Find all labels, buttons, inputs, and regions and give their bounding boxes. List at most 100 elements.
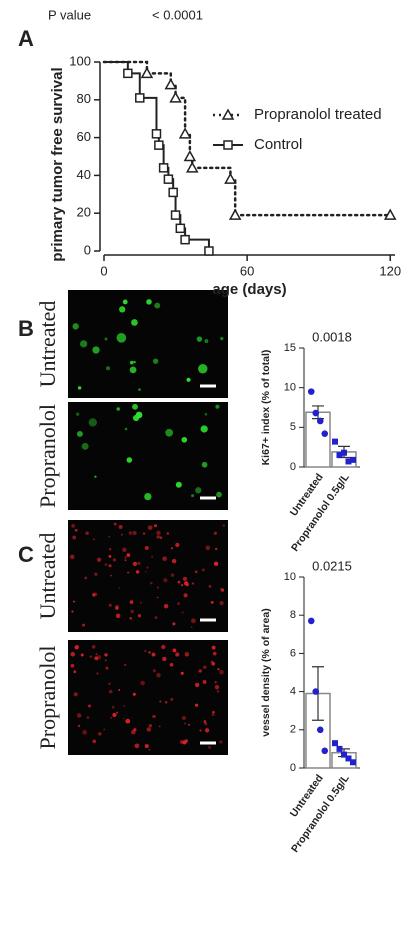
micrograph-spot [73, 692, 78, 697]
micrograph-spot [158, 725, 161, 728]
micrograph-spot [170, 573, 175, 577]
micrograph-spot [183, 593, 188, 598]
micrograph-spot [186, 377, 191, 382]
legend-marker [221, 108, 235, 120]
micrograph [68, 290, 228, 398]
micrograph-spot [130, 609, 135, 614]
micrograph-spot [132, 561, 138, 567]
panel-label: A [18, 26, 34, 51]
micrograph-spot [154, 302, 161, 309]
micrograph-spot [181, 715, 186, 721]
y-tick-label: 80 [77, 91, 91, 106]
micrograph-spot [175, 542, 180, 547]
micrograph-spot [110, 716, 113, 719]
micrograph-spot [180, 671, 184, 675]
micrograph-spot [108, 603, 112, 607]
micrograph-spot [81, 442, 89, 450]
micrograph-spot [198, 364, 208, 374]
micrograph-spot [124, 559, 127, 561]
micrograph-spot [182, 576, 188, 581]
micrograph-spot [181, 584, 184, 587]
p-value-label: P value [48, 7, 91, 22]
micrograph-spot [71, 610, 74, 613]
micrograph-spot [139, 601, 142, 604]
micrograph-spot [216, 690, 220, 693]
micrograph-spot [120, 533, 123, 536]
image-label: Untreated [35, 301, 60, 388]
survival-marker [154, 140, 164, 150]
micrograph-spot [124, 427, 128, 431]
micrograph-spot [216, 491, 222, 498]
micrograph-spot [138, 388, 142, 392]
survival-marker [163, 174, 174, 184]
micrograph-spot [69, 554, 75, 560]
micrograph-spot [177, 580, 181, 584]
micrograph-spot [116, 407, 120, 411]
survival-marker [383, 208, 397, 220]
micrograph-spot [144, 649, 147, 653]
micrograph-spot [126, 457, 133, 463]
micrograph-spot [76, 430, 83, 437]
micrograph-spot [122, 547, 127, 553]
micrograph-spot [94, 475, 97, 478]
micrograph-spot [159, 536, 163, 539]
micrograph-spot [131, 319, 138, 326]
survival-step [174, 96, 187, 136]
micrograph-spot [148, 748, 151, 751]
micrograph-spot [126, 553, 131, 557]
micrograph-spot [103, 728, 106, 731]
data-point [350, 759, 356, 766]
micrograph-spot [200, 425, 208, 433]
micrograph-spot [140, 680, 145, 686]
micrograph-spot [80, 653, 84, 657]
micrograph-spot [144, 744, 149, 749]
micrograph-spot [119, 306, 126, 313]
data-point [336, 452, 343, 459]
micrograph-spot [208, 585, 212, 588]
micrograph-spot [191, 494, 195, 498]
panel-label: C [18, 542, 34, 567]
image-label: Propranolol [35, 646, 60, 750]
micrograph-spot [80, 340, 88, 348]
micrograph-spot [195, 487, 202, 494]
micrograph-spot [115, 606, 119, 610]
micrograph-spot [172, 648, 177, 653]
micrograph-spot [133, 360, 136, 364]
y-tick-label: 20 [77, 205, 91, 220]
y-tick-label: 0 [84, 242, 91, 257]
micrograph-spot [92, 346, 100, 354]
survival-marker [170, 210, 181, 220]
micrograph-spot [96, 672, 99, 675]
micrograph-spot [146, 566, 149, 569]
image-label: Propranolol [35, 404, 60, 508]
micrograph-spot [105, 366, 111, 371]
micrograph-spot [92, 739, 97, 744]
micrograph-spot [175, 652, 180, 657]
micrograph-spot [219, 587, 222, 590]
micrograph-spot [211, 645, 216, 650]
micrograph-spot [77, 386, 82, 390]
micrograph-spot [74, 528, 78, 532]
y-axis-label: Ki67+ index (% of total) [260, 350, 272, 466]
micrograph-spot [125, 718, 131, 724]
micrograph-spot [214, 680, 217, 684]
micrograph-spot [156, 673, 161, 678]
survival-step [138, 96, 158, 135]
micrograph-spot [163, 603, 169, 609]
micrograph-spot [73, 670, 77, 674]
micrograph-spot [194, 682, 200, 688]
micrograph-spot [92, 538, 95, 541]
y-tick-label: 60 [77, 129, 91, 144]
micrograph-spot [118, 689, 121, 692]
micrograph-spot [204, 412, 208, 416]
micrograph-spot [191, 618, 196, 624]
micrograph-spot [137, 614, 142, 618]
survival-marker [151, 129, 162, 139]
micrograph-spot [96, 654, 102, 660]
micrograph-spot [146, 299, 152, 305]
micrograph-spot [118, 587, 120, 589]
micrograph-spot [210, 600, 214, 604]
micrograph-spot [211, 661, 216, 666]
micrograph-spot [104, 653, 108, 657]
